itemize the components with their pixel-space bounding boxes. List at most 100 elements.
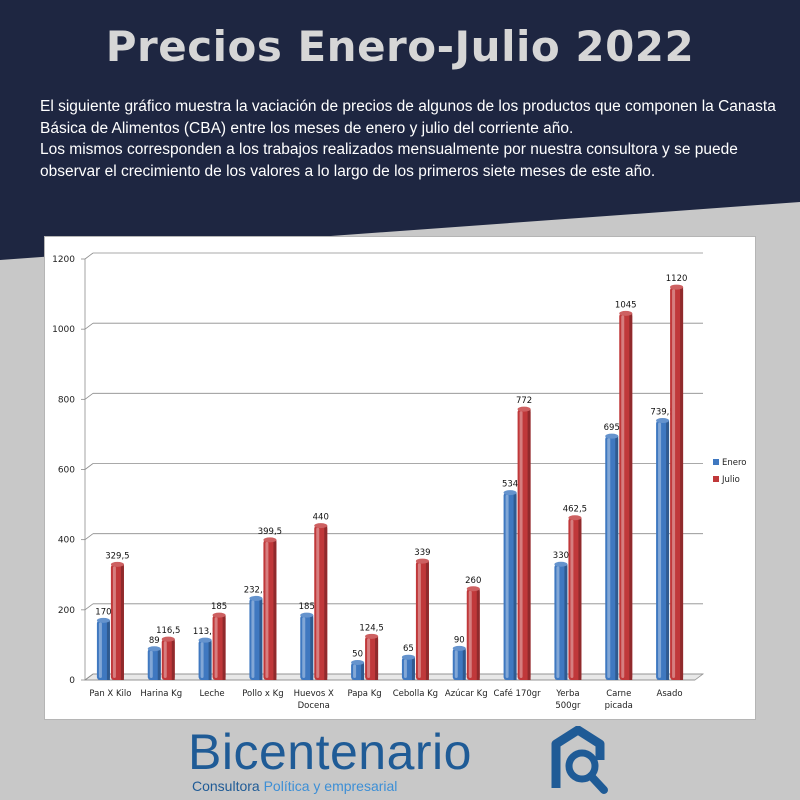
bar-highlight [163,641,167,678]
bar-highlight [607,438,611,678]
bar-highlight [519,411,523,678]
bar-highlight [200,642,204,678]
bar-shade [564,564,568,680]
data-label-julio: 185 [211,602,227,612]
bar-top [314,523,328,529]
data-label-enero: 534 [502,480,518,490]
bar-top [161,636,175,642]
bar-highlight [316,527,320,678]
x-tick-label: Harina Kg [140,689,182,699]
bar-highlight [367,638,371,678]
data-label-enero: 185 [299,602,315,612]
page-title: Precios Enero-Julio 2022 [105,22,695,71]
x-tick-label-line: 500gr [555,701,581,711]
bar-shade [208,640,212,680]
bar-highlight [403,659,407,678]
bar-shade [171,639,175,680]
data-label-julio: 440 [313,513,329,523]
plot-back-wall [85,253,703,259]
bar-top [517,406,531,412]
bar-top [300,612,314,618]
data-label-julio: 329,5 [105,551,129,561]
bar-highlight [556,566,560,678]
bar-shade [629,313,633,680]
bar-shade [324,525,328,680]
bar-top [415,558,429,564]
x-tick-label-line: Pollo x Kg [242,689,283,699]
bar-highlight [149,650,153,678]
bar-highlight [621,315,625,678]
bar-top [263,537,277,543]
bar-shade [375,636,379,680]
brand-subtitle: Consultora Política y empresarial [192,778,397,794]
bar-highlight [454,650,458,678]
bar-shade [222,615,226,680]
intro-paragraph-2: Los mismos corresponden a los trabajos r… [40,141,738,180]
data-label-enero: 89 [149,636,160,646]
bar-top [554,561,568,567]
y-tick-label: 200 [58,606,75,616]
bar-top [249,595,263,601]
data-label-julio: 339 [414,548,430,558]
intro-paragraph-1: El siguiente gráfico muestra la vaciació… [40,98,776,137]
bar-top [212,612,226,618]
bar-highlight [265,541,269,678]
bar-highlight [672,289,676,678]
bar-shade [120,564,124,680]
gridline-skew [84,252,94,260]
data-label-enero: 113,5 [193,627,217,637]
x-tick-label: Pan X Kilo [89,689,131,699]
brand-subtitle-accent: Política y empresarial [263,778,398,794]
bar-shade [310,615,314,680]
x-tick-label-line: Leche [200,689,225,699]
y-tick-label: 1000 [52,325,75,335]
gridline-skew [84,322,94,330]
x-tick-label: Yerba 500gr [555,689,581,711]
x-tick-label-line: Papa Kg [347,689,381,699]
data-label-enero: 232,5 [244,585,268,595]
data-label-julio: 116,5 [156,626,180,636]
bar-shade [615,436,619,680]
brand-block: Bicentenario Consultora Política y empre… [188,722,628,800]
gridline-skew [84,463,94,470]
intro-text: El siguiente gráfico muestra la vaciació… [40,96,780,182]
gridline-skew [84,533,94,540]
y-tick-label: 800 [58,395,75,405]
data-label-enero: 170 [95,607,111,617]
bar-highlight [112,566,116,678]
data-label-enero: 65 [403,644,414,654]
bar-highlight [570,519,574,678]
bar-top [605,433,619,439]
bar-shade [513,492,517,680]
x-tick-label-line: Yerba [555,689,579,699]
x-tick-label-line: Docena [298,701,330,711]
bar-top [670,284,684,290]
x-tick-label: Carne picada [605,689,633,711]
bar-top [198,637,212,643]
chart-panel: 0 200 400 600 800 1000 1200 170 329,5 Pan X Kilo 8… [44,236,756,720]
bar-top [110,561,124,567]
bar-shade [361,662,365,680]
bar-shade [259,598,263,680]
magnifier-house-logo-icon [551,726,608,794]
gridline-skew [84,673,94,681]
data-label-enero: 330 [553,551,569,561]
bar-highlight [98,622,102,678]
bar-top [401,654,415,660]
bar-shade [273,539,277,680]
y-tick-label: 600 [58,466,75,476]
bar-top [147,646,161,652]
bar-shade [666,420,670,680]
bar-top [503,490,517,496]
x-tick-label: Cebolla Kg [393,689,438,699]
data-label-enero: 90 [454,635,465,645]
bar-highlight [302,617,306,678]
y-tick-label: 1200 [52,255,75,265]
bar-top [351,659,365,665]
x-tick-label-line: picada [605,701,633,711]
brand-name: Bicentenario [188,724,472,780]
bar-highlight [658,422,662,678]
data-label-enero: 739,5 [650,408,674,418]
y-tick-label: 400 [58,536,75,546]
data-label-julio: 772 [516,396,532,406]
